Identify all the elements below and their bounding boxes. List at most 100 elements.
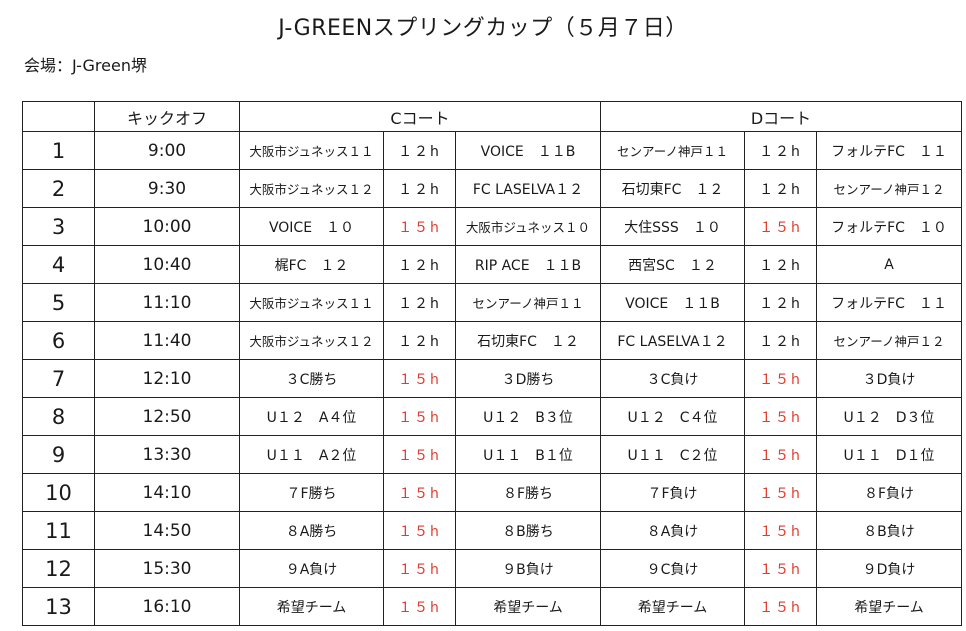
court-c-duration: １２h <box>383 321 456 360</box>
match-number: 5 <box>22 283 95 322</box>
kickoff-time: 13:30 <box>94 435 240 474</box>
court-c-home-team: VOICE １０ <box>239 207 384 246</box>
table-row: 10 14:10 ７F勝ち １５h ８F勝ち ７F負け １５h ８F負け <box>22 473 962 512</box>
court-c-home-team: 大阪市ジュネッス１２ <box>239 321 384 360</box>
court-c-away-team: FC LASELVA１２ <box>455 169 601 208</box>
court-c-home-team: 希望チーム <box>239 587 384 626</box>
court-d-away-team: U１２ D３位 <box>816 397 962 436</box>
court-d-away-team: フォルテFC １０ <box>816 207 962 246</box>
court-d-away-team: センアーノ神戸１２ <box>816 321 962 360</box>
court-d-duration: １５h <box>744 473 817 512</box>
court-d-home-team: 大住SSS １０ <box>600 207 745 246</box>
court-d-duration: １５h <box>744 207 817 246</box>
match-number: 9 <box>22 435 95 474</box>
court-d-away-team: センアーノ神戸１２ <box>816 169 962 208</box>
court-d-home-team: ８A負け <box>600 511 745 550</box>
table-row: 9 13:30 U１１ A２位 １５h U１１ B１位 U１１ C２位 １５h U１１ D１位 <box>22 435 962 474</box>
court-c-home-team: 大阪市ジュネッス１２ <box>239 169 384 208</box>
court-d-duration: １５h <box>744 359 817 398</box>
court-d-duration: １５h <box>744 587 817 626</box>
court-d-away-team: A <box>816 245 962 284</box>
kickoff-time: 10:40 <box>94 245 240 284</box>
court-d-duration: １２h <box>744 245 817 284</box>
kickoff-time: 11:40 <box>94 321 240 360</box>
court-d-away-team: ３D負け <box>816 359 962 398</box>
kickoff-time: 14:50 <box>94 511 240 550</box>
court-d-home-team: ９C負け <box>600 549 745 588</box>
court-c-home-team: U１２ A４位 <box>239 397 384 436</box>
match-number: 13 <box>22 587 95 626</box>
court-d-home-team: FC LASELVA１２ <box>600 321 745 360</box>
court-c-away-team: ９B負け <box>455 549 601 588</box>
kickoff-time: 9:30 <box>94 169 240 208</box>
header-row: キックオフ Cコート Dコート <box>22 101 962 132</box>
table-row: 7 12:10 ３C勝ち １５h ３D勝ち ３C負け １５h ３D負け <box>22 359 962 398</box>
header-kickoff: キックオフ <box>94 101 240 132</box>
match-number: 11 <box>22 511 95 550</box>
kickoff-time: 12:50 <box>94 397 240 436</box>
court-d-away-team: U１１ D１位 <box>816 435 962 474</box>
kickoff-time: 9:00 <box>94 131 240 170</box>
court-d-home-team: センアーノ神戸１１ <box>600 131 745 170</box>
court-c-duration: １５h <box>383 549 456 588</box>
match-number: 12 <box>22 549 95 588</box>
court-c-home-team: 梶FC １２ <box>239 245 384 284</box>
court-c-away-team: 大阪市ジュネッス１０ <box>455 207 601 246</box>
table-row: 12 15:30 ９A負け １５h ９B負け ９C負け １５h ９D負け <box>22 549 962 588</box>
match-number: 7 <box>22 359 95 398</box>
schedule-body: 1 9:00 大阪市ジュネッス１１ １２h VOICE １１B センアーノ神戸１１ １２h フ… <box>22 131 962 626</box>
court-c-duration: １５h <box>383 473 456 512</box>
court-c-home-team: ３C勝ち <box>239 359 384 398</box>
court-d-home-team: 希望チーム <box>600 587 745 626</box>
court-d-duration: １５h <box>744 549 817 588</box>
court-d-home-team: 石切東FC １２ <box>600 169 745 208</box>
match-number: 4 <box>22 245 95 284</box>
table-row: 6 11:40 大阪市ジュネッス１２ １２h 石切東FC １２ FC LASELVA１２ １… <box>22 321 962 360</box>
court-d-home-team: ７F負け <box>600 473 745 512</box>
table-row: 3 10:00 VOICE １０ １５h 大阪市ジュネッス１０ 大住SSS １０ １５h フォ… <box>22 207 962 246</box>
court-c-duration: １２h <box>383 283 456 322</box>
court-c-away-team: U１１ B１位 <box>455 435 601 474</box>
court-d-away-team: ８F負け <box>816 473 962 512</box>
header-no <box>22 101 95 132</box>
table-row: 11 14:50 ８A勝ち １５h ８B勝ち ８A負け １５h ８B負け <box>22 511 962 550</box>
match-number: 1 <box>22 131 95 170</box>
court-c-home-team: ９A負け <box>239 549 384 588</box>
venue-label: 会場：J-Green堺 <box>24 56 147 75</box>
court-c-duration: １２h <box>383 131 456 170</box>
court-c-duration: １５h <box>383 511 456 550</box>
court-d-duration: １２h <box>744 131 817 170</box>
match-number: 8 <box>22 397 95 436</box>
court-c-home-team: ８A勝ち <box>239 511 384 550</box>
table-row: 5 11:10 大阪市ジュネッス１１ １２h センアーノ神戸１１ VOICE １１B １２h… <box>22 283 962 322</box>
court-c-duration: １２h <box>383 245 456 284</box>
court-c-away-team: VOICE １１B <box>455 131 601 170</box>
schedule-table: キックオフ Cコート Dコート 1 9:00 大阪市ジュネッス１１ １２h VOICE … <box>22 101 962 626</box>
court-d-duration: １５h <box>744 435 817 474</box>
court-c-home-team: 大阪市ジュネッス１１ <box>239 283 384 322</box>
court-c-duration: １５h <box>383 435 456 474</box>
court-d-duration: １５h <box>744 511 817 550</box>
court-d-away-team: 希望チーム <box>816 587 962 626</box>
court-d-away-team: ９D負け <box>816 549 962 588</box>
match-number: 3 <box>22 207 95 246</box>
kickoff-time: 10:00 <box>94 207 240 246</box>
table-row: 13 16:10 希望チーム １５h 希望チーム 希望チーム １５h 希望チーム <box>22 587 962 626</box>
court-c-duration: １５h <box>383 359 456 398</box>
court-d-duration: １５h <box>744 397 817 436</box>
court-d-away-team: フォルテFC １１ <box>816 131 962 170</box>
table-row: 4 10:40 梶FC １２ １２h RIP ACE １１B 西宮SC １２ １２h A <box>22 245 962 284</box>
kickoff-time: 12:10 <box>94 359 240 398</box>
court-d-away-team: ８B負け <box>816 511 962 550</box>
kickoff-time: 14:10 <box>94 473 240 512</box>
match-number: 2 <box>22 169 95 208</box>
court-c-away-team: 石切東FC １２ <box>455 321 601 360</box>
table-row: 8 12:50 U１２ A４位 １５h U１２ B３位 U１２ C４位 １５h U１２ D３位 <box>22 397 962 436</box>
court-d-home-team: 西宮SC １２ <box>600 245 745 284</box>
court-c-home-team: ７F勝ち <box>239 473 384 512</box>
court-d-home-team: ３C負け <box>600 359 745 398</box>
court-c-away-team: センアーノ神戸１１ <box>455 283 601 322</box>
court-c-away-team: ８F勝ち <box>455 473 601 512</box>
header-court-c: Cコート <box>239 101 601 132</box>
court-c-away-team: ８B勝ち <box>455 511 601 550</box>
